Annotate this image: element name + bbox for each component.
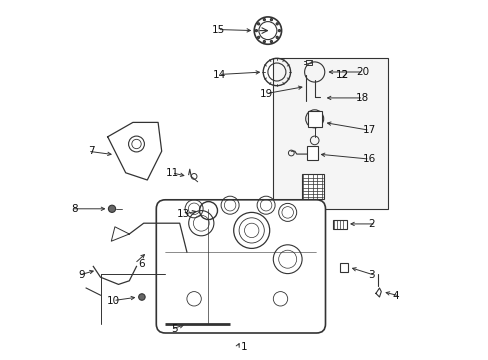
Text: 8: 8: [71, 204, 78, 214]
Circle shape: [263, 40, 265, 42]
Text: 1: 1: [241, 342, 247, 352]
Text: 17: 17: [362, 125, 375, 135]
Text: 19: 19: [260, 89, 273, 99]
Circle shape: [263, 19, 265, 21]
Text: 2: 2: [368, 219, 375, 229]
Text: 18: 18: [355, 93, 368, 103]
Circle shape: [276, 36, 278, 39]
Text: 3: 3: [367, 270, 374, 280]
Bar: [332, 220, 346, 229]
Text: 16: 16: [362, 154, 375, 164]
Text: 11: 11: [165, 168, 179, 178]
Text: 12: 12: [336, 69, 349, 80]
Bar: [339, 263, 347, 272]
Text: 20: 20: [355, 67, 368, 77]
Circle shape: [257, 23, 259, 25]
Text: 14: 14: [212, 69, 225, 80]
Circle shape: [139, 294, 145, 300]
Bar: [307, 111, 321, 127]
FancyBboxPatch shape: [156, 200, 325, 333]
FancyBboxPatch shape: [273, 58, 387, 209]
Circle shape: [255, 30, 257, 32]
Text: 5: 5: [171, 324, 178, 334]
Circle shape: [270, 40, 272, 42]
Circle shape: [276, 23, 278, 25]
Circle shape: [257, 36, 259, 39]
Circle shape: [278, 30, 280, 32]
Bar: [302, 174, 323, 199]
Bar: [305, 60, 311, 65]
Bar: [306, 146, 317, 160]
Text: 15: 15: [211, 24, 224, 35]
Text: 10: 10: [107, 296, 120, 306]
Circle shape: [270, 19, 272, 21]
Circle shape: [108, 205, 115, 212]
Text: 6: 6: [138, 258, 145, 269]
Text: 12: 12: [336, 69, 349, 80]
Text: 9: 9: [79, 270, 85, 280]
Bar: [306, 60, 311, 63]
Text: 13: 13: [177, 209, 190, 219]
Text: 7: 7: [88, 146, 95, 156]
Text: 4: 4: [391, 291, 398, 301]
